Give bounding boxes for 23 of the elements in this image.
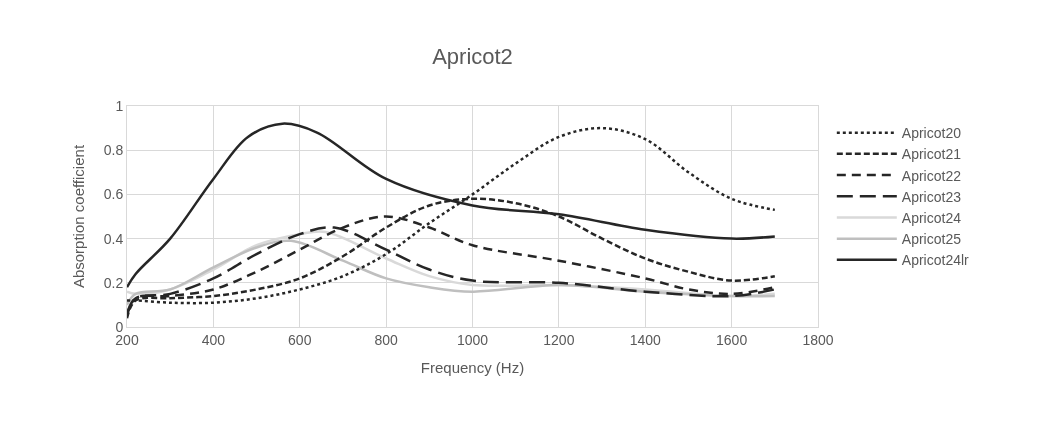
x-tick-label: 1200 — [543, 331, 575, 348]
legend-label: Apricot23 — [901, 188, 962, 205]
x-tick-label: 600 — [288, 331, 312, 348]
y-tick-label: 1 — [115, 97, 124, 114]
x-tick-label: 1800 — [802, 331, 834, 348]
x-tick-label: 1600 — [716, 331, 748, 348]
legend-label: Apricot24 — [901, 209, 962, 226]
y-tick-label: 0.2 — [103, 274, 124, 291]
x-tick-label: 1400 — [629, 331, 662, 348]
y-tick-label: 0.4 — [103, 230, 124, 247]
x-axis-title: Frequency (Hz) — [420, 358, 525, 376]
x-tick-label: 800 — [374, 331, 399, 348]
legend-label: Apricot25 — [901, 231, 962, 248]
y-tick-label: 0.6 — [103, 186, 124, 203]
legend-label: Apricot20 — [901, 125, 962, 142]
legend-label: Apricot21 — [901, 146, 962, 163]
x-tick-label: 400 — [201, 331, 226, 348]
legend-label: Apricot24lr — [901, 252, 970, 269]
legend-label: Apricot22 — [901, 167, 962, 184]
chart-title: Apricot2 — [432, 43, 513, 69]
x-tick-label: 1000 — [456, 331, 489, 348]
y-tick-label: 0.8 — [103, 142, 124, 159]
y-axis-title: Absorption coefficient — [69, 144, 87, 289]
